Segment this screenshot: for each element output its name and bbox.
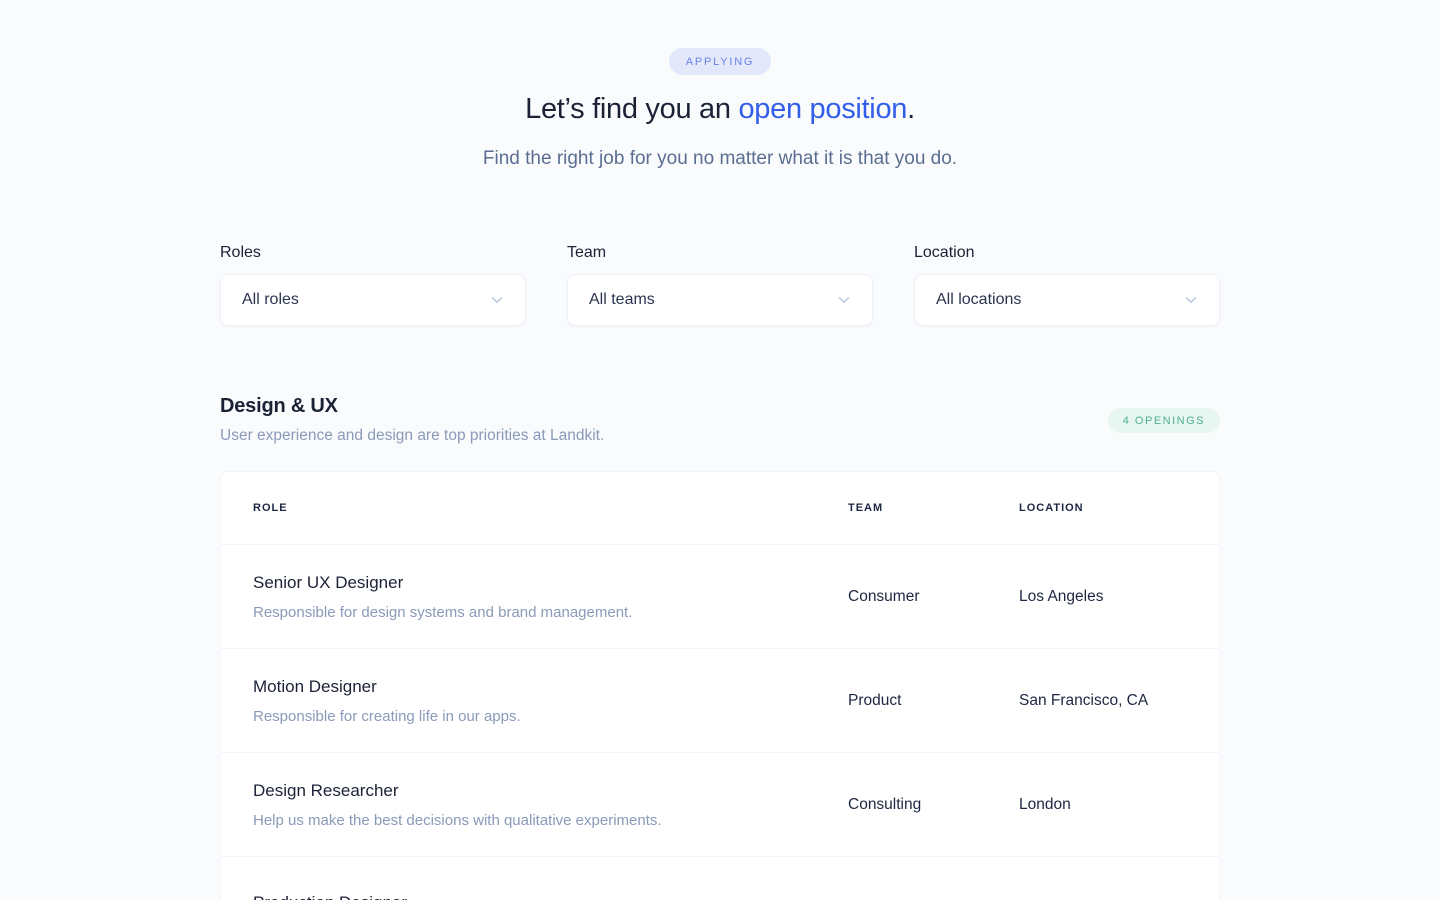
- column-header-team: TEAM: [848, 502, 884, 514]
- table-row[interactable]: Motion Designer Responsible for creating…: [221, 648, 1219, 752]
- job-location: Los Angeles: [1019, 587, 1104, 605]
- column-header-location: LOCATION: [1019, 502, 1084, 514]
- jobs-table: ROLE TEAM LOCATION Senior UX Designer Re…: [220, 471, 1220, 900]
- job-role-cell: Production Designer: [253, 893, 848, 900]
- job-team: Consulting: [848, 795, 922, 813]
- section-header: Design & UX User experience and design a…: [220, 395, 1220, 445]
- team-select-value: All teams: [589, 291, 655, 308]
- filter-team: Team All teams: [567, 243, 873, 326]
- section-subtitle: User experience and design are top prior…: [220, 427, 605, 444]
- filter-roles-label: Roles: [220, 244, 261, 261]
- page-subtitle: Find the right job for you no matter wha…: [482, 148, 958, 169]
- chevron-down-icon: [1182, 291, 1200, 309]
- section-header-text: Design & UX User experience and design a…: [220, 395, 604, 445]
- roles-select[interactable]: All roles: [220, 274, 526, 326]
- location-select-value: All locations: [936, 291, 1022, 308]
- roles-select-value: All roles: [242, 291, 299, 308]
- team-select[interactable]: All teams: [567, 274, 873, 326]
- job-location: London: [1019, 795, 1071, 813]
- job-description: Responsible for creating life in our app…: [253, 707, 521, 725]
- job-team: Consumer: [848, 587, 920, 605]
- filter-bar: Roles All roles Team All teams Location …: [220, 243, 1220, 326]
- job-role-cell: Motion Designer Responsible for creating…: [253, 677, 848, 725]
- page-title: Let’s find you an open position.: [220, 92, 1220, 126]
- job-description: Responsible for design systems and brand…: [253, 603, 633, 621]
- job-title: Senior UX Designer: [253, 572, 404, 592]
- column-header-role: ROLE: [253, 502, 288, 514]
- table-row[interactable]: Senior UX Designer Responsible for desig…: [221, 544, 1219, 648]
- jobs-table-header: ROLE TEAM LOCATION: [221, 472, 1219, 544]
- location-select[interactable]: All locations: [914, 274, 1220, 326]
- job-location: San Francisco, CA: [1019, 691, 1149, 709]
- job-role-cell: Senior UX Designer Responsible for desig…: [253, 573, 848, 621]
- filter-location: Location All locations: [914, 243, 1220, 326]
- careers-page: APPLYING Let’s find you an open position…: [220, 0, 1220, 900]
- job-title: Design Researcher: [253, 780, 399, 800]
- job-title: Production Designer: [253, 893, 848, 900]
- chevron-down-icon: [835, 291, 853, 309]
- table-row[interactable]: Design Researcher Help us make the best …: [221, 752, 1219, 856]
- page-title-highlight: open position: [738, 93, 908, 125]
- hero-section: APPLYING Let’s find you an open position…: [220, 0, 1220, 171]
- table-row[interactable]: Production Designer: [221, 856, 1219, 900]
- page-title-suffix: .: [907, 93, 915, 125]
- page-title-prefix: Let’s find you an: [525, 93, 739, 125]
- section-title: Design & UX: [220, 395, 338, 417]
- job-team: Product: [848, 691, 902, 709]
- job-role-cell: Design Researcher Help us make the best …: [253, 781, 848, 829]
- openings-badge: 4 OPENINGS: [1107, 407, 1220, 433]
- filter-roles: Roles All roles: [220, 243, 526, 326]
- filter-location-label: Location: [914, 244, 975, 261]
- applying-badge: APPLYING: [668, 48, 772, 75]
- filter-team-label: Team: [567, 244, 607, 261]
- chevron-down-icon: [488, 291, 506, 309]
- job-description: Help us make the best decisions with qua…: [253, 811, 662, 829]
- job-title: Motion Designer: [253, 676, 377, 696]
